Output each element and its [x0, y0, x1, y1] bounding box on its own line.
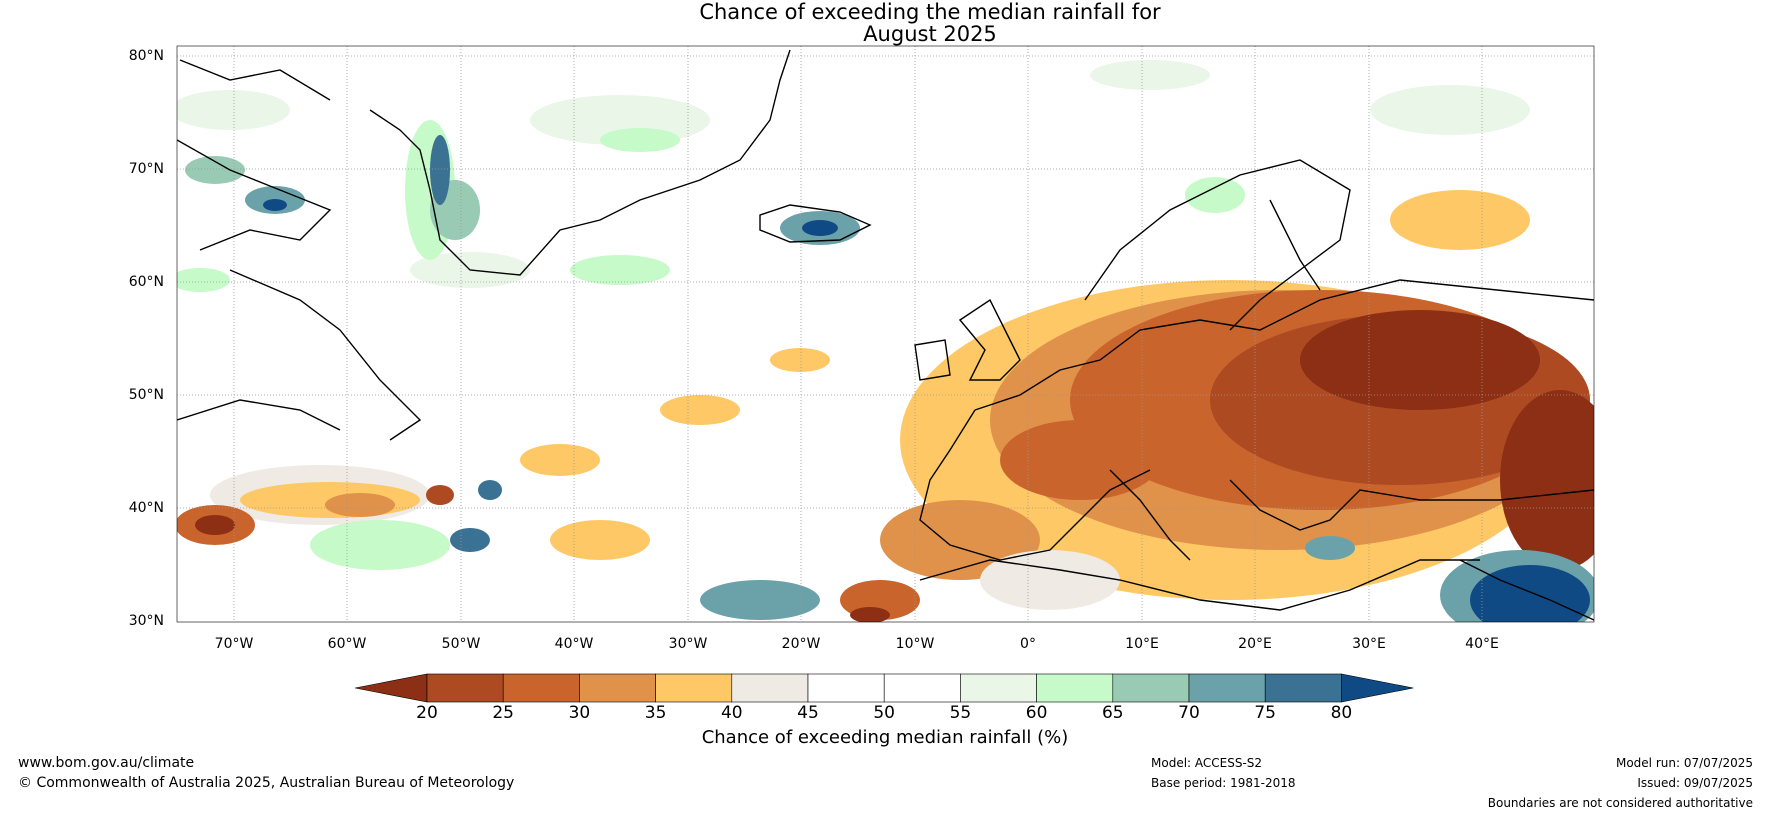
- colorbar-segment: [807, 673, 885, 703]
- colorbar-segment: [960, 673, 1037, 703]
- colorbar-segment: [655, 673, 733, 703]
- footer-disclaimer: Boundaries are not considered authoritat…: [1487, 796, 1753, 810]
- colorbar-segment: [579, 673, 656, 703]
- colorbar-segment: [426, 673, 504, 703]
- lon-label-40e: 40°E: [1465, 636, 1499, 652]
- colorbar-tick-label: 50: [873, 703, 895, 723]
- footer-model: Model: ACCESS-S2: [1151, 756, 1263, 770]
- map-gridlines: [177, 46, 1594, 622]
- colorbar-extend-low: [354, 673, 428, 703]
- colorbar-segment: [502, 673, 580, 703]
- colorbar-tick-label: 25: [492, 703, 514, 723]
- map-title-line-1: Chance of exceeding the median rainfall …: [699, 0, 1161, 24]
- footer-base-period: Base period: 1981-2018: [1151, 776, 1296, 790]
- lon-label-0: 0°: [1020, 636, 1036, 652]
- colorbar-tick-label: 20: [416, 703, 438, 723]
- lon-label-30e: 30°E: [1352, 636, 1386, 652]
- colorbar-tick-label: 60: [1025, 703, 1048, 723]
- colorbar-tick-label: 70: [1178, 703, 1200, 723]
- lat-label-80n: 80°N: [128, 48, 164, 64]
- colorbar-segment: [1264, 673, 1342, 703]
- lon-label-70w: 70°W: [214, 636, 254, 652]
- colorbar-tick-label: 65: [1101, 703, 1124, 723]
- colorbar-segment: [1112, 673, 1190, 703]
- colorbar-extend-high: [1341, 673, 1414, 703]
- coastlines: [177, 49, 1594, 621]
- colorbar-tick-label: 35: [644, 703, 667, 723]
- colorbar-tick-label: 45: [797, 703, 819, 723]
- colorbar-segment: [883, 673, 961, 703]
- footer-url: www.bom.gov.au/climate: [18, 755, 195, 771]
- colorbar-label: Chance of exceeding median rainfall (%): [701, 727, 1069, 748]
- lat-label-70n: 70°N: [128, 161, 164, 177]
- footer-issued: Issued: 09/07/2025: [1637, 776, 1753, 790]
- colorbar-segment: [1036, 673, 1114, 703]
- colorbar-tick-label: 80: [1330, 703, 1353, 723]
- lon-label-60w: 60°W: [327, 636, 367, 652]
- lat-label-30n: 30°N: [128, 613, 164, 629]
- lon-label-40w: 40°W: [554, 636, 594, 652]
- lon-label-20w: 20°W: [781, 636, 821, 652]
- colorbar-tick-label: 55: [949, 703, 972, 723]
- lat-label-60n: 60°N: [128, 274, 164, 290]
- colorbar-tick-label: 30: [568, 703, 591, 723]
- lat-label-40n: 40°N: [128, 500, 164, 516]
- lon-label-50w: 50°W: [441, 636, 481, 652]
- lon-label-20e: 20°E: [1238, 636, 1272, 652]
- lon-label-10w: 10°W: [895, 636, 935, 652]
- lon-label-10e: 10°E: [1125, 636, 1159, 652]
- map-title-line-2: August 2025: [863, 22, 997, 46]
- colorbar-tick-label: 40: [720, 703, 743, 723]
- colorbar-tick-label: 75: [1254, 703, 1276, 723]
- map-frame: [176, 45, 1595, 623]
- colorbar-segment: [731, 673, 809, 703]
- rainfall-field: [177, 60, 1594, 622]
- lon-label-30w: 30°W: [668, 636, 708, 652]
- footer-model-run: Model run: 07/07/2025: [1615, 756, 1753, 770]
- lat-label-50n: 50°N: [128, 387, 164, 403]
- footer-copyright: © Commonwealth of Australia 2025, Austra…: [18, 775, 515, 791]
- colorbar-segment: [1188, 673, 1266, 703]
